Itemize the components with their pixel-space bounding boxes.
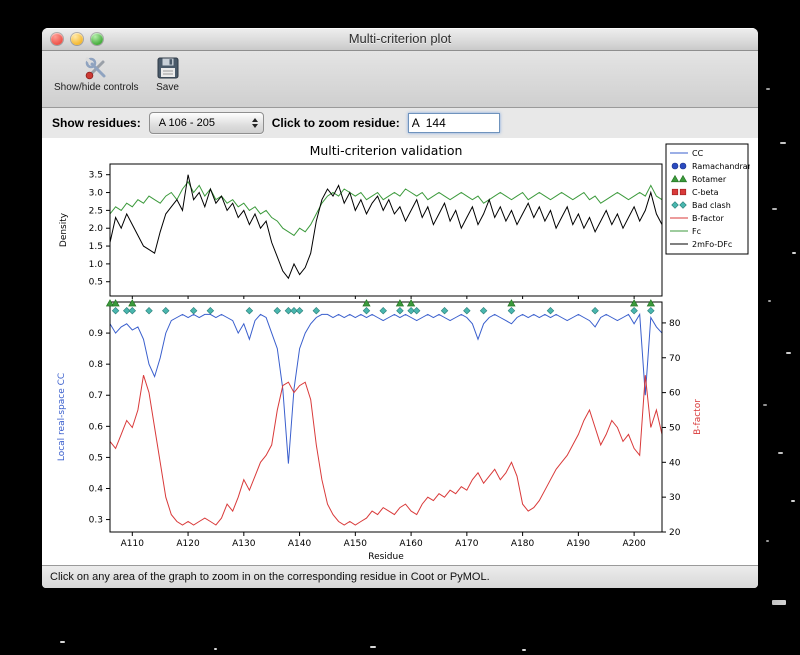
status-bar: Click on any area of the graph to zoom i…	[42, 565, 758, 588]
svg-text:2.5: 2.5	[89, 206, 103, 216]
svg-text:0.6: 0.6	[89, 422, 104, 432]
svg-text:0.4: 0.4	[89, 484, 104, 494]
svg-text:B-factor: B-factor	[692, 214, 725, 223]
svg-text:80: 80	[669, 319, 681, 329]
toolbar: Show/hide controls Save	[42, 51, 758, 108]
noise-speck	[778, 452, 783, 454]
minimize-button[interactable]	[71, 33, 83, 45]
noise-speck	[214, 648, 217, 650]
svg-text:Rotamer: Rotamer	[692, 175, 727, 184]
svg-text:B-factor: B-factor	[693, 399, 703, 435]
svg-text:A180: A180	[511, 539, 535, 549]
legend: CC Ramachandran Rotamer C-beta Bad clash B-fa…	[665, 143, 753, 255]
noise-speck	[766, 540, 769, 542]
zoom-residue-input[interactable]	[407, 113, 500, 133]
svg-text:Residue: Residue	[368, 552, 404, 562]
plot-area[interactable]: 0.5 1.0 1.5 2.0 2.5 3.0 3.5 0.3 0.4 0.5 0.6 0.7 0.8 0…	[42, 138, 758, 565]
svg-text:A120: A120	[176, 539, 200, 549]
svg-text:C-beta: C-beta	[692, 188, 719, 197]
show-hide-controls-button[interactable]: Show/hide controls	[54, 55, 139, 93]
show-residues-label: Show residues:	[52, 116, 141, 130]
svg-text:50: 50	[669, 423, 681, 433]
svg-text:0.7: 0.7	[89, 391, 103, 401]
multi-criterion-figure[interactable]: 0.5 1.0 1.5 2.0 2.5 3.0 3.5 0.3 0.4 0.5 0.6 0.7 0.8 0…	[50, 140, 753, 565]
controls-row: Show residues: A 106 - 205 Click to zoom…	[42, 108, 758, 138]
tools-icon	[85, 56, 106, 80]
svg-text:A130: A130	[232, 539, 256, 549]
stepper-arrows-icon	[251, 118, 258, 128]
close-button[interactable]	[51, 33, 63, 45]
svg-text:70: 70	[669, 354, 681, 364]
svg-text:0.9: 0.9	[89, 329, 104, 339]
save-icon	[157, 57, 178, 79]
svg-text:0.5: 0.5	[89, 453, 103, 463]
noise-speck	[763, 404, 767, 406]
traffic-lights	[51, 33, 103, 45]
noise-speck	[792, 252, 796, 254]
noise-speck	[370, 646, 376, 648]
svg-text:0.5: 0.5	[89, 278, 103, 288]
svg-text:Local real-space CC: Local real-space CC	[57, 373, 67, 461]
svg-text:1.0: 1.0	[89, 260, 104, 270]
svg-text:A200: A200	[622, 539, 646, 549]
zoom-button[interactable]	[91, 33, 103, 45]
svg-text:A170: A170	[455, 539, 479, 549]
svg-text:60: 60	[669, 389, 681, 399]
noise-speck	[791, 500, 795, 502]
noise-speck	[772, 208, 777, 210]
cc-bfactor-axes	[109, 312, 663, 526]
window-titlebar[interactable]: Multi-criterion plot	[42, 28, 758, 51]
outlier-markers	[105, 299, 655, 315]
svg-text:1.5: 1.5	[89, 242, 103, 252]
svg-text:0.3: 0.3	[89, 516, 103, 526]
svg-text:20: 20	[669, 528, 681, 538]
svg-text:2.0: 2.0	[89, 224, 104, 234]
save-button[interactable]: Save	[155, 55, 181, 93]
save-label: Save	[156, 82, 179, 93]
noise-speck	[780, 142, 786, 144]
noise-speck	[772, 600, 786, 605]
multi-criterion-window: Multi-criterion plot Show/hide controls	[42, 28, 758, 588]
svg-text:30: 30	[669, 493, 681, 503]
status-text: Click on any area of the graph to zoom i…	[50, 571, 490, 583]
noise-speck	[768, 300, 771, 302]
noise-speck	[60, 641, 65, 643]
svg-text:A140: A140	[288, 539, 312, 549]
svg-text:0.8: 0.8	[89, 360, 104, 370]
density-axes	[109, 174, 663, 280]
noise-speck	[786, 352, 791, 354]
svg-text:2mFo-DFc: 2mFo-DFc	[692, 240, 732, 249]
svg-text:Fc: Fc	[692, 227, 701, 236]
svg-text:A110: A110	[121, 539, 145, 549]
svg-text:A160: A160	[399, 539, 423, 549]
window-title: Multi-criterion plot	[348, 31, 452, 46]
svg-text:CC: CC	[692, 149, 704, 158]
svg-text:3.5: 3.5	[89, 171, 103, 181]
noise-speck	[766, 88, 770, 90]
svg-text:40: 40	[669, 458, 681, 468]
show-hide-controls-label: Show/hide controls	[54, 82, 139, 93]
svg-text:3.0: 3.0	[89, 189, 104, 199]
residue-range-select[interactable]: A 106 - 205	[148, 112, 264, 134]
svg-text:Density: Density	[59, 212, 69, 247]
svg-text:A150: A150	[344, 539, 368, 549]
svg-text:A190: A190	[567, 539, 591, 549]
svg-text:Ramachandran: Ramachandran	[692, 162, 750, 171]
residue-range-value: A 106 - 205	[158, 117, 215, 129]
zoom-residue-label: Click to zoom residue:	[271, 116, 400, 130]
svg-text:Multi-criterion validation: Multi-criterion validation	[310, 143, 463, 158]
svg-text:Bad clash: Bad clash	[692, 201, 731, 210]
noise-speck	[522, 649, 526, 651]
